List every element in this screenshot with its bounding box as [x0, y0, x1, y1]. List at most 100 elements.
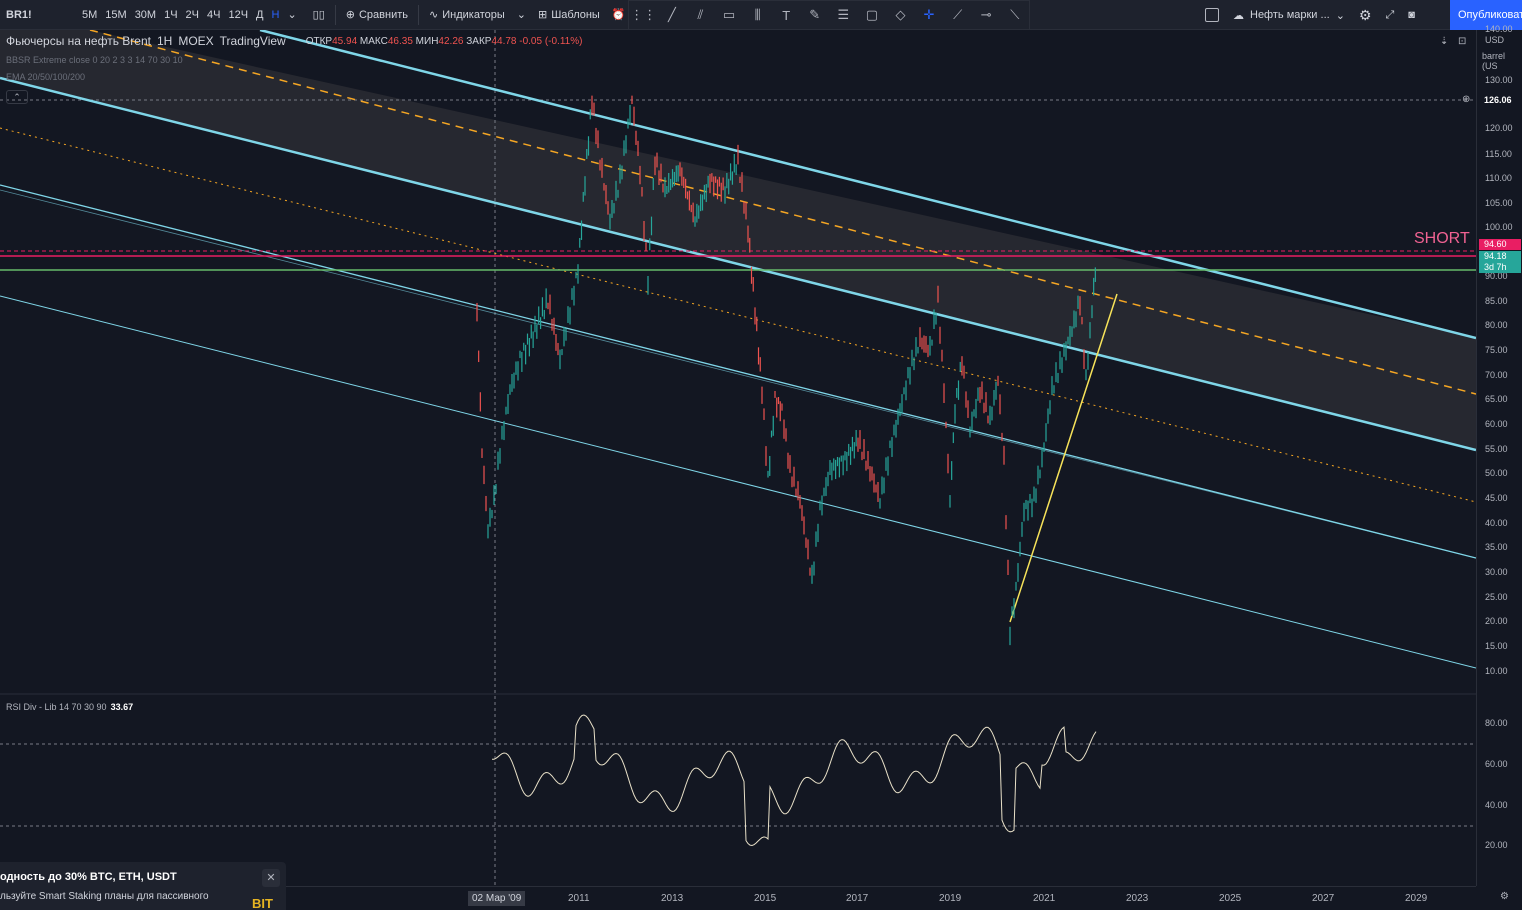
- main-chart[interactable]: [0, 30, 1476, 886]
- callout-icon[interactable]: ▭: [722, 7, 736, 22]
- high-value: 46.35: [387, 35, 413, 47]
- arrow-down-icon[interactable]: ⇣: [1440, 36, 1449, 47]
- timeframe-8[interactable]: Н: [271, 8, 280, 21]
- indicator-bbsr[interactable]: BBSR Extreme close 0 20 2 3 3 14 70 30 1…: [6, 55, 183, 65]
- timeframe-7[interactable]: Д: [256, 8, 264, 21]
- timeframe-5[interactable]: 4Ч: [207, 8, 221, 21]
- open-label: ОТКР: [305, 35, 333, 47]
- compare-button[interactable]: ⊕ Сравнить: [340, 0, 414, 30]
- chevron-down-icon[interactable]: ⌄: [287, 9, 297, 21]
- dotted-lower-line: [0, 127, 1476, 503]
- time-label: 2019: [939, 893, 962, 904]
- gear-icon[interactable]: ⚙: [1358, 6, 1372, 23]
- time-label: 2029: [1405, 893, 1428, 904]
- time-label: 2011: [568, 893, 590, 904]
- price-scale[interactable]: USD barrel (US 140.00 130.00 120.00 115.00 1…: [1476, 24, 1522, 886]
- templates-button[interactable]: ⊞ Шаблоны: [532, 0, 606, 30]
- ellipse-icon[interactable]: ◇: [895, 7, 906, 22]
- price-tick: 110.00: [1485, 173, 1512, 183]
- symbol-search[interactable]: BR1!: [6, 8, 32, 21]
- templates-label: Шаблоны: [551, 8, 600, 21]
- channel-middle-line: [0, 76, 1476, 452]
- timeframe-6[interactable]: 12Ч: [228, 8, 249, 21]
- rsi-legend[interactable]: RSI Div - Lib 14 70 30 90 33.67: [6, 702, 133, 712]
- add-alert-icon[interactable]: ⊕: [1462, 94, 1471, 105]
- brush-icon[interactable]: ✎: [809, 7, 821, 22]
- plus-circle-icon: ⊕: [345, 9, 355, 21]
- short-price-tag: 94.60: [1479, 239, 1521, 250]
- promo-text: льзуйте Smart Staking планы для пассивно…: [0, 891, 209, 902]
- price-tick: 60.00: [1485, 419, 1508, 429]
- price-tick: 90.00: [1485, 271, 1508, 281]
- price-tick: 120.00: [1485, 123, 1513, 133]
- checkbox-icon[interactable]: [1205, 8, 1219, 22]
- low-value: 42.26: [438, 35, 464, 47]
- price-tick: 35.00: [1485, 542, 1508, 552]
- horizontal-ray-icon[interactable]: ⊸: [980, 7, 992, 22]
- trend-line-icon[interactable]: ╱: [667, 7, 676, 22]
- unit-label[interactable]: barrel (US: [1482, 51, 1506, 71]
- chart-type-button[interactable]: ▯▯: [312, 9, 325, 21]
- chevron-down-icon[interactable]: ⌄: [1335, 9, 1345, 22]
- current-price-tag: 94.18: [1479, 251, 1521, 262]
- promo-banner[interactable]: одность до 30% BTC, ETH, USDT льзуйте Sm…: [0, 862, 286, 910]
- fullscreen-icon[interactable]: ⤢: [1385, 8, 1395, 21]
- price-tick: 140.00: [1485, 24, 1513, 34]
- rsi-tick: 20.00: [1485, 840, 1508, 850]
- legend-source: TradingView: [219, 34, 286, 48]
- price-tick: 70.00: [1485, 370, 1508, 380]
- crosshair-icon[interactable]: ✛: [923, 7, 935, 22]
- price-tick: 100.00: [1485, 222, 1513, 232]
- close-icon[interactable]: ✕: [262, 869, 280, 887]
- drawing-toolbar: ⋮⋮ ╱ ⫽ ▭ ⫼ T ✎ ☰ ▢ ◇ ✛ ⟋ ⊸ ⟍: [628, 0, 1030, 30]
- restore-icon[interactable]: ⊡: [1458, 36, 1467, 47]
- indicators-label: Индикаторы: [442, 8, 505, 21]
- layout-name[interactable]: Нефть марки ...: [1250, 9, 1330, 21]
- fib-icon[interactable]: ☰: [837, 7, 850, 22]
- rsi-polyline: [492, 714, 1097, 847]
- time-label: 2013: [661, 893, 684, 904]
- indicator-ema[interactable]: EMA 20/50/100/200: [6, 72, 86, 82]
- dashed-mid-line: [89, 30, 1476, 395]
- price-tick: 65.00: [1485, 394, 1508, 404]
- price-tick: 40.00: [1485, 518, 1508, 528]
- timeframe-3[interactable]: 1Ч: [164, 8, 178, 21]
- timeframe-4[interactable]: 2Ч: [185, 8, 199, 21]
- ray-icon[interactable]: ⫽: [697, 7, 704, 22]
- channel-upper-line: [259, 30, 1476, 340]
- gear-icon[interactable]: ⚙: [1500, 891, 1509, 902]
- measure-icon[interactable]: ⟍: [1010, 7, 1020, 22]
- currency-label[interactable]: USD: [1485, 35, 1505, 45]
- crosshair-date-tag: 02 Мар '09: [468, 891, 526, 906]
- chart-legend: Фьючерсы на нефть Brent 1Н MOEX TradingV…: [6, 34, 582, 48]
- text-icon[interactable]: T: [782, 7, 791, 23]
- time-label: 2017: [846, 893, 869, 904]
- promo-title: одность до 30% BTC, ETH, USDT: [0, 871, 177, 883]
- price-tick: 80.00: [1485, 320, 1508, 330]
- promo-brand: BIT: [252, 896, 273, 910]
- indicators-button[interactable]: ∿ Индикаторы ⌄: [423, 0, 532, 30]
- rsi-tick: 80.00: [1485, 718, 1508, 728]
- price-tick: 10.00: [1485, 666, 1508, 676]
- channel-fill: [0, 30, 1476, 450]
- timeframe-1[interactable]: 15М: [105, 8, 127, 21]
- text-cursor-icon[interactable]: ⫼: [754, 7, 761, 22]
- timeframe-2[interactable]: 30М: [134, 8, 157, 21]
- timeframe-0[interactable]: 5М: [82, 8, 98, 21]
- dots-icon[interactable]: ⋮⋮: [630, 7, 657, 22]
- rectangle-icon[interactable]: ▢: [865, 7, 879, 22]
- rsi-line: [492, 714, 1097, 847]
- price-tick: 45.00: [1485, 493, 1508, 503]
- channel-lower-line: [0, 184, 1476, 559]
- high-label: МАКС: [359, 35, 388, 47]
- rsi-label: RSI Div - Lib 14 70 30 90: [6, 702, 107, 712]
- publish-button[interactable]: Опубликовать: [1450, 0, 1522, 30]
- path-icon[interactable]: ⟋: [953, 7, 963, 22]
- legend-exchange: MOEX: [178, 34, 214, 48]
- camera-icon[interactable]: ◙: [1408, 9, 1415, 21]
- price-tick: 50.00: [1485, 468, 1508, 478]
- timeframe-group: 5М 15М 30М 1Ч 2Ч 4Ч 12Ч Д Н ⌄: [72, 0, 307, 30]
- collapse-legend-button[interactable]: ⌃: [6, 90, 28, 104]
- time-label: 2021: [1033, 893, 1056, 904]
- trend-line: [1009, 293, 1118, 623]
